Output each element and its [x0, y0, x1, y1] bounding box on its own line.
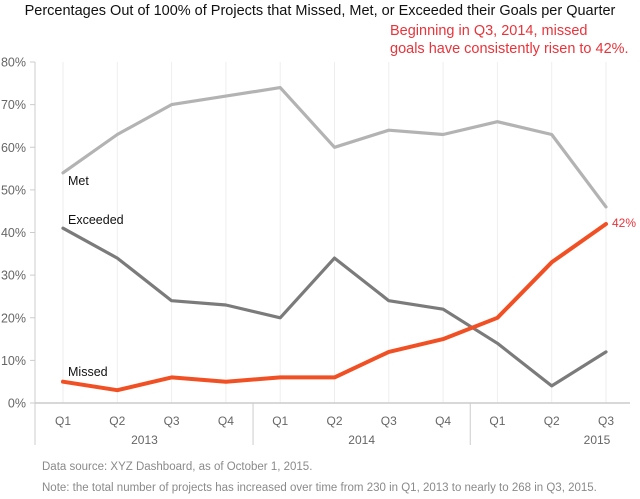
x-tick-label: Q1	[489, 414, 505, 428]
x-tick-label: Q2	[326, 414, 342, 428]
x-tick-label: Q3	[164, 414, 180, 428]
x-tick-label: Q4	[435, 414, 451, 428]
gridlines	[62, 62, 607, 403]
series-lines	[61, 85, 608, 393]
chart-title: Percentages Out of 100% of Projects that…	[24, 3, 616, 19]
data-source-note: Data source: XYZ Dashboard, as of Octobe…	[42, 461, 313, 473]
series-label-missed: Missed	[68, 365, 108, 379]
x-tick-label: Q2	[544, 414, 560, 428]
y-tick-label: 70%	[1, 98, 26, 112]
end-value-label: 42%	[612, 216, 636, 230]
series-line-met	[61, 85, 608, 209]
x-tick-label: Q1	[55, 414, 71, 428]
y-tick-label: 10%	[1, 354, 26, 368]
annotation-line-2: goals have consistently risen to 42%.	[390, 41, 629, 57]
y-tick-label: 80%	[1, 56, 26, 70]
series-label-met: Met	[68, 174, 89, 188]
x-group-label: 2015	[584, 433, 611, 447]
x-tick-label: Q2	[109, 414, 125, 428]
axes: 0% 10% 20% 30% 40% 50% 60% 70% 80% Q1 Q2 Q3 Q4 Q1 Q2 Q3…	[1, 56, 630, 447]
y-tick-label: 60%	[1, 141, 26, 155]
y-tick-label: 50%	[1, 183, 26, 197]
x-tick-label: Q3	[598, 414, 614, 428]
x-tick-label: Q4	[218, 414, 234, 428]
y-tick-label: 30%	[1, 269, 26, 283]
y-tick-label: 20%	[1, 311, 26, 325]
x-tick-label: Q3	[381, 414, 397, 428]
x-group-label: 2013	[131, 433, 158, 447]
annotation-line-1: Beginning in Q3, 2014, missed	[390, 23, 588, 39]
chart-annotation: Beginning in Q3, 2014, missed goals have…	[390, 22, 640, 58]
series-line-missed	[61, 222, 608, 393]
x-tick-label: Q1	[272, 414, 288, 428]
series-labels: Met Exceeded Missed 42%	[68, 174, 636, 379]
x-group-label: 2014	[348, 433, 375, 447]
y-tick-label: 0%	[8, 397, 26, 411]
series-line-exceeded	[61, 226, 608, 388]
projects-count-note: Note: the total number of projects has i…	[42, 482, 597, 494]
series-label-exceeded: Exceeded	[68, 213, 124, 227]
y-tick-label: 40%	[1, 226, 26, 240]
